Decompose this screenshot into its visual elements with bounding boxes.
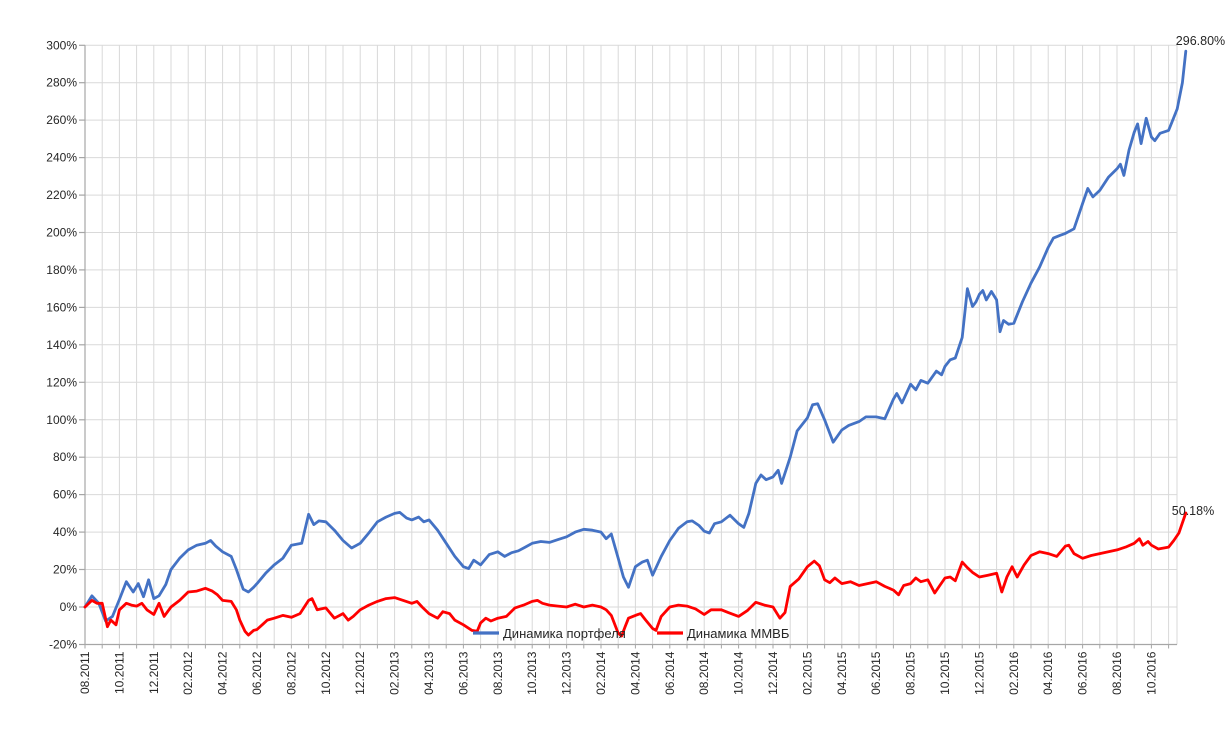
y-axis-label: 240% bbox=[46, 151, 77, 165]
x-axis-label: 08.2012 bbox=[284, 651, 298, 695]
y-axis-label: 140% bbox=[46, 338, 77, 352]
x-axis-label: 12.2014 bbox=[766, 651, 780, 695]
micex-series-line bbox=[83, 511, 1188, 638]
x-axis-label: 04.2016 bbox=[1041, 651, 1055, 695]
legend-label-micex: Динамика ММВБ bbox=[687, 626, 789, 641]
x-axis-label: 02.2016 bbox=[1007, 651, 1021, 695]
x-axis-label: 08.2015 bbox=[904, 651, 918, 695]
x-axis-label: 02.2013 bbox=[388, 651, 402, 695]
y-axis-label: -20% bbox=[49, 638, 77, 652]
y-axis-label: 300% bbox=[46, 38, 77, 52]
x-axis-label: 04.2015 bbox=[835, 651, 849, 695]
y-axis-label: 80% bbox=[53, 450, 77, 464]
x-axis-label: 04.2014 bbox=[628, 651, 642, 695]
y-axis-label: 200% bbox=[46, 226, 77, 240]
y-axis-label: 180% bbox=[46, 263, 77, 277]
y-axis-label: 60% bbox=[53, 488, 77, 502]
x-axis-label: 12.2011 bbox=[147, 651, 161, 694]
x-axis-label: 02.2015 bbox=[800, 651, 814, 695]
x-axis-label: 10.2012 bbox=[319, 651, 333, 695]
y-axis-label: 100% bbox=[46, 413, 77, 427]
x-axis-label: 08.2014 bbox=[697, 651, 711, 695]
x-axis-label: 08.2011 bbox=[78, 651, 92, 694]
x-axis-label: 06.2015 bbox=[869, 651, 883, 695]
x-axis-label: 06.2013 bbox=[456, 651, 470, 695]
y-axis-label: 160% bbox=[46, 300, 77, 314]
legend-label-portfolio: Динамика портфеля bbox=[503, 626, 626, 641]
y-axis-label: 260% bbox=[46, 113, 77, 127]
x-axis-label: 10.2013 bbox=[525, 651, 539, 695]
micex-end-label: 50.18% bbox=[1172, 504, 1214, 518]
x-axis-label: 10.2015 bbox=[938, 651, 952, 695]
y-axis-label: 120% bbox=[46, 375, 77, 389]
x-axis-label: 08.2013 bbox=[491, 651, 505, 695]
y-axis-label: 280% bbox=[46, 76, 77, 90]
x-axis-label: 02.2014 bbox=[594, 651, 608, 695]
x-axis-label: 12.2013 bbox=[560, 651, 574, 695]
x-axis-label: 10.2014 bbox=[732, 651, 746, 695]
portfolio-end-label: 296.80% bbox=[1176, 34, 1225, 48]
x-axis-label: 04.2012 bbox=[216, 651, 230, 695]
x-axis-label: 06.2012 bbox=[250, 651, 264, 695]
x-axis-label: 06.2016 bbox=[1076, 651, 1090, 695]
x-axis-label: 02.2012 bbox=[181, 651, 195, 695]
x-axis-label: 04.2013 bbox=[422, 651, 436, 695]
x-axis-label: 12.2015 bbox=[972, 651, 986, 695]
y-axis-label: 40% bbox=[53, 525, 77, 539]
y-axis-label: 20% bbox=[53, 563, 77, 577]
y-axis-label: 220% bbox=[46, 188, 77, 202]
x-axis-label: 12.2012 bbox=[353, 651, 367, 695]
x-axis-label: 06.2014 bbox=[663, 651, 677, 695]
portfolio-series-line bbox=[83, 49, 1188, 623]
x-axis-label: 10.2016 bbox=[1144, 651, 1158, 695]
x-axis-label: 10.2011 bbox=[112, 651, 126, 694]
y-axis-label: 0% bbox=[60, 600, 78, 614]
x-axis-label: 08.2016 bbox=[1110, 651, 1124, 695]
